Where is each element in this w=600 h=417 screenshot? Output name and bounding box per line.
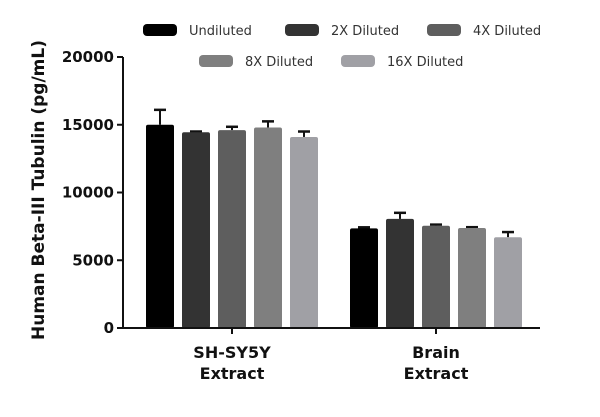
legend-swatch: [285, 24, 319, 36]
y-axis-label: Human Beta-III Tubulin (pg/mL): [29, 40, 49, 340]
legend-label: 8X Diluted: [245, 55, 313, 70]
y-tick-label: 10000: [62, 184, 114, 202]
y-tick-label: 5000: [72, 251, 114, 269]
bars: [146, 108, 522, 329]
bar: [386, 218, 414, 328]
legend: Undiluted 2X Diluted 4X Diluted 8X Diluted 1…: [143, 24, 541, 70]
x-axis: SH-SY5Y Extract Brain Extract: [122, 327, 540, 383]
bar: [422, 225, 450, 328]
legend-swatch: [427, 24, 461, 36]
legend-label: Undiluted: [189, 24, 252, 39]
bar: [290, 136, 318, 328]
bar: [218, 130, 246, 328]
y-tick-label: 15000: [62, 116, 114, 134]
bar: [494, 237, 522, 328]
legend-label: 2X Diluted: [331, 24, 399, 39]
legend-item: 2X Diluted: [285, 24, 399, 39]
legend-item: 16X Diluted: [341, 55, 463, 70]
bar: [350, 228, 378, 328]
legend-swatch: [143, 24, 177, 36]
legend-item: 8X Diluted: [199, 55, 313, 70]
y-axis: 0 5000 10000 15000 20000: [62, 48, 124, 337]
legend-item: Undiluted: [143, 24, 252, 39]
x-category-label: SH-SY5Y: [193, 343, 271, 362]
y-tick-label: 0: [104, 319, 114, 337]
bar: [458, 228, 486, 328]
bar: [254, 127, 282, 329]
legend-swatch: [199, 55, 233, 67]
x-category-label: Extract: [200, 364, 265, 383]
legend-swatch: [341, 55, 375, 67]
legend-label: 16X Diluted: [387, 55, 463, 70]
bar: [146, 124, 174, 328]
legend-item: 4X Diluted: [427, 24, 541, 39]
y-tick-label: 20000: [62, 48, 114, 66]
x-category-label: Extract: [404, 364, 469, 383]
bar: [182, 132, 210, 328]
x-category-label: Brain: [412, 343, 460, 362]
legend-label: 4X Diluted: [473, 24, 541, 39]
